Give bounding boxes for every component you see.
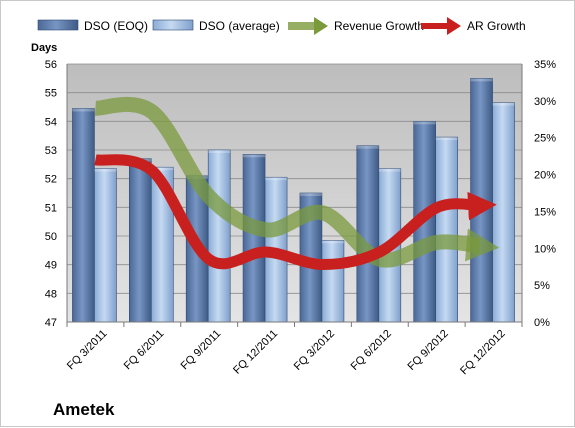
- legend-arrowhead-icon: [314, 17, 328, 35]
- x-tick-label: FQ 6/2012: [349, 328, 394, 373]
- x-tick-label: FQ 3/2011: [65, 328, 110, 373]
- bar-dso-average: [492, 102, 515, 323]
- x-tick-label: FQ 6/2011: [122, 328, 167, 373]
- y-axis-ticks: 47 48 49 50 51 52 53 54 55 56: [45, 59, 57, 329]
- bar-dso-average: [207, 149, 231, 323]
- bar-highlight: [299, 193, 322, 196]
- y-tick-label: 48: [45, 288, 57, 300]
- y-tick-label: 55: [45, 88, 57, 100]
- bar-highlight: [378, 168, 401, 172]
- bar-dso-eoq: [129, 158, 152, 323]
- bar-highlight: [265, 177, 288, 181]
- y-tick-label: 53: [45, 145, 57, 157]
- y2-tick-label: 30%: [534, 96, 556, 108]
- bar-highlight: [413, 121, 436, 125]
- legend-swatch: [37, 19, 79, 31]
- y-tick-label: 47: [45, 317, 57, 329]
- y2-tick-label: 15%: [534, 206, 556, 218]
- y-tick-label: 52: [45, 174, 57, 186]
- legend-arrowhead-icon: [447, 17, 461, 35]
- bar-dso-eoq: [356, 145, 380, 323]
- y2-tick-label: 10%: [534, 243, 556, 255]
- legend: DSO (EOQ) DSO (average) Revenue Growth AR G…: [37, 17, 526, 35]
- bar-highlight: [321, 240, 344, 244]
- growth-lines: [94, 97, 500, 271]
- bar-highlight: [470, 78, 493, 82]
- y-tick-label: 54: [45, 116, 57, 128]
- y2-tick-label: 20%: [534, 170, 556, 182]
- bar-highlight: [151, 167, 174, 171]
- bar-highlight: [94, 168, 117, 172]
- bar-dso-average: [321, 240, 345, 323]
- y2-axis-ticks: 0% 5% 10% 15% 20% 25% 30% 35%: [534, 59, 556, 329]
- y2-tick-label: 35%: [534, 59, 556, 71]
- x-tick-label: FQ 12/2012: [458, 328, 508, 378]
- x-tick-label: FQ 9/2012: [406, 328, 451, 373]
- bar-highlight: [435, 137, 458, 141]
- bar-dso-eoq: [242, 154, 266, 323]
- legend-swatch: [152, 19, 194, 31]
- y2-tick-label: 0%: [534, 317, 550, 329]
- bar-dso-eoq: [72, 108, 95, 323]
- axes: [66, 64, 523, 327]
- y-axis-title: Days: [31, 42, 57, 54]
- y-tick-label: 50: [45, 231, 57, 243]
- revenue-growth-line: [94, 97, 500, 268]
- bar-highlight: [243, 154, 266, 158]
- y2-tick-label: 25%: [534, 133, 556, 145]
- legend-label: DSO (EOQ): [84, 19, 148, 33]
- x-axis-ticks: FQ 3/2011 FQ 6/2011 FQ 9/2011 FQ 12/2011 FQ …: [65, 328, 508, 378]
- ar-growth-line: [94, 154, 497, 271]
- legend-label: DSO (average): [199, 19, 280, 33]
- y-tick-label: 51: [45, 202, 57, 214]
- y2-tick-label: 5%: [534, 280, 550, 292]
- bar-highlight: [492, 102, 515, 106]
- y-tick-label: 56: [45, 59, 57, 71]
- x-tick-label: FQ 3/2012: [292, 328, 337, 373]
- x-tick-label: FQ 12/2011: [231, 328, 280, 377]
- legend-label: Revenue Growth: [334, 19, 424, 33]
- x-tick-label: FQ 9/2011: [179, 328, 224, 373]
- bar-highlight: [208, 150, 231, 153]
- bar-dso-average: [435, 136, 458, 323]
- y-tick-label: 49: [45, 260, 57, 272]
- bar-dso-average: [94, 168, 117, 323]
- legend-label: AR Growth: [467, 19, 526, 33]
- bar-highlight: [72, 108, 95, 112]
- company-name: Ametek: [53, 400, 115, 419]
- bar-highlight: [356, 145, 379, 149]
